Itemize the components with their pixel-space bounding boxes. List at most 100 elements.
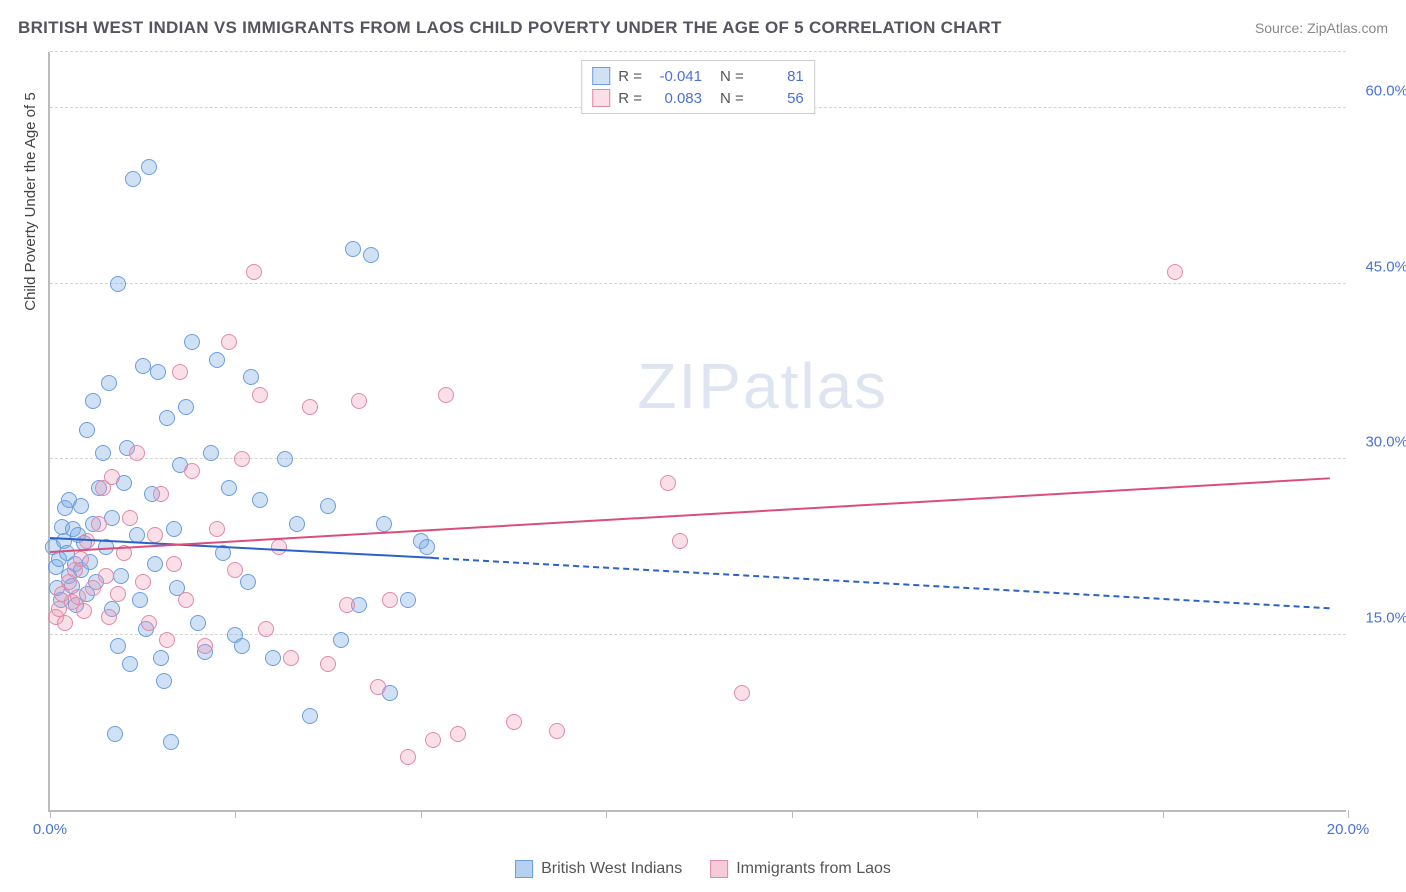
data-point	[450, 726, 466, 742]
data-point	[141, 615, 157, 631]
x-tick	[792, 810, 793, 818]
stats-row: R =0.083N =56	[592, 87, 804, 109]
data-point	[240, 574, 256, 590]
data-point	[98, 568, 114, 584]
data-point	[57, 615, 73, 631]
r-value: -0.041	[650, 68, 702, 85]
data-point	[159, 410, 175, 426]
legend-swatch	[710, 860, 728, 878]
r-value: 0.083	[650, 90, 702, 107]
data-point	[166, 521, 182, 537]
data-point	[190, 615, 206, 631]
data-point	[209, 521, 225, 537]
n-value: 81	[752, 68, 804, 85]
data-point	[419, 539, 435, 555]
data-point	[85, 393, 101, 409]
chart-header: BRITISH WEST INDIAN VS IMMIGRANTS FROM L…	[18, 18, 1388, 38]
data-point	[209, 352, 225, 368]
legend-item: Immigrants from Laos	[710, 860, 891, 878]
stats-row: R = -0.041 N = 81	[592, 65, 804, 87]
source-label: Source: ZipAtlas.com	[1255, 20, 1388, 36]
data-point	[345, 241, 361, 257]
data-point	[370, 679, 386, 695]
legend-swatch	[592, 89, 610, 107]
x-tick	[50, 810, 51, 818]
data-point	[320, 656, 336, 672]
data-point	[107, 726, 123, 742]
data-point	[438, 387, 454, 403]
legend-label: British West Indians	[541, 860, 682, 878]
data-point	[73, 551, 89, 567]
data-point	[76, 603, 92, 619]
data-point	[178, 399, 194, 415]
data-point	[85, 580, 101, 596]
data-point	[197, 638, 213, 654]
data-point	[122, 510, 138, 526]
data-point	[400, 592, 416, 608]
data-point	[246, 264, 262, 280]
data-point	[425, 732, 441, 748]
data-point	[95, 445, 111, 461]
data-point	[672, 533, 688, 549]
data-point	[660, 475, 676, 491]
data-point	[73, 498, 89, 514]
stat-label: R =	[618, 90, 642, 107]
data-point	[132, 592, 148, 608]
data-point	[163, 734, 179, 750]
x-tick-label: 0.0%	[33, 821, 67, 838]
data-point	[351, 393, 367, 409]
trend-line	[50, 477, 1330, 553]
data-point	[172, 364, 188, 380]
bottom-legend: British West Indians Immigrants from Laos	[515, 860, 891, 878]
data-point	[101, 375, 117, 391]
x-tick	[977, 810, 978, 818]
legend-label: Immigrants from Laos	[736, 860, 891, 878]
data-point	[382, 592, 398, 608]
stat-label: R =	[618, 68, 642, 85]
chart-title: BRITISH WEST INDIAN VS IMMIGRANTS FROM L…	[18, 18, 1002, 38]
stat-label: N =	[720, 68, 744, 85]
data-point	[122, 656, 138, 672]
data-point	[258, 621, 274, 637]
data-point	[153, 486, 169, 502]
data-point	[135, 574, 151, 590]
data-point	[339, 597, 355, 613]
x-tick	[1348, 810, 1349, 818]
data-point	[271, 539, 287, 555]
data-point	[150, 364, 166, 380]
data-point	[283, 650, 299, 666]
data-point	[234, 451, 250, 467]
data-point	[234, 638, 250, 654]
watermark: ZIPatlas	[637, 349, 888, 423]
data-point	[400, 749, 416, 765]
y-tick-label: 30.0%	[1365, 434, 1406, 451]
data-point	[113, 568, 129, 584]
data-point	[153, 650, 169, 666]
x-tick	[1163, 810, 1164, 818]
data-point	[227, 562, 243, 578]
data-point	[376, 516, 392, 532]
data-point	[129, 445, 145, 461]
x-tick	[235, 810, 236, 818]
data-point	[289, 516, 305, 532]
y-tick-label: 60.0%	[1365, 83, 1406, 100]
trend-line	[433, 557, 1329, 609]
data-point	[184, 334, 200, 350]
gridline	[50, 51, 1346, 52]
stats-box: R =-0.041N =81R =0.083N =56	[581, 60, 815, 114]
data-point	[265, 650, 281, 666]
data-point	[734, 685, 750, 701]
data-point	[110, 638, 126, 654]
data-point	[101, 609, 117, 625]
data-point	[363, 247, 379, 263]
data-point	[79, 422, 95, 438]
data-point	[1167, 264, 1183, 280]
data-point	[147, 556, 163, 572]
data-point	[252, 387, 268, 403]
data-point	[147, 527, 163, 543]
plot-area: ZIPatlas 15.0%30.0%45.0%60.0%0.0%20.0%R …	[48, 52, 1346, 812]
data-point	[110, 276, 126, 292]
gridline	[50, 283, 1346, 284]
data-point	[252, 492, 268, 508]
data-point	[302, 399, 318, 415]
